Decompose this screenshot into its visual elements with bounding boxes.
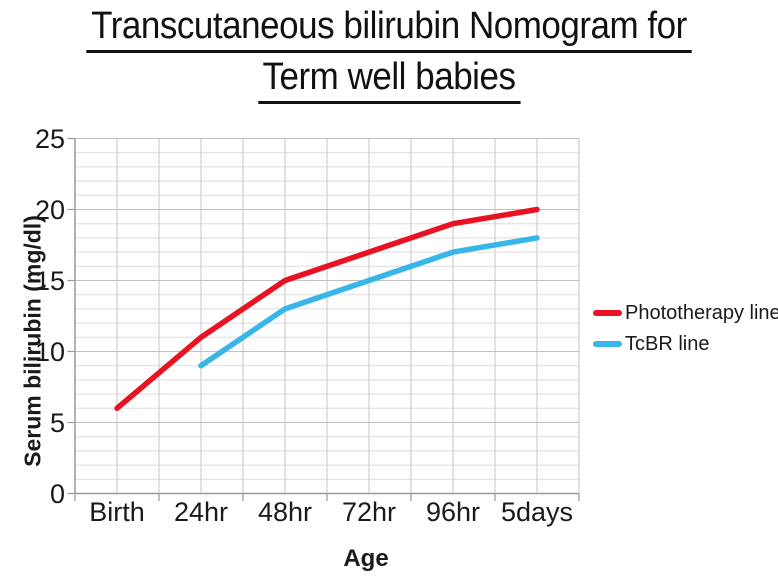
x-tick-label: 24hr [174,497,228,527]
y-tick-label: 5 [50,408,65,438]
y-tick-label: 25 [35,124,65,154]
phototherapy-line-swatch [593,310,622,316]
chart-title: Transcutaneous bilirubin Nomogram for Te… [31,5,747,104]
x-tick-label: 96hr [426,497,480,527]
y-axis-title: Serum bilirubin (mg/dl) [19,215,46,467]
x-tick-label: 48hr [258,497,312,527]
y-tick-label: 15 [35,266,65,296]
x-tick-label: Birth [89,497,145,527]
chart-title-line-1: Transcutaneous bilirubin Nomogram for [86,5,692,53]
y-tick-label: 0 [50,479,65,509]
tcbr-line-swatch [593,341,622,347]
legend-label-tcbr: TcBR line [625,332,710,355]
legend-label-phototherapy: Phototherapy line [625,301,778,324]
x-tick-label: 5days [501,497,573,527]
y-tick-label: 10 [35,337,65,367]
x-axis-title: Age [343,545,389,572]
legend: Phototherapy line TcBR line [593,301,778,356]
legend-item-tcbr: TcBR line [593,332,778,356]
series-line-tcbr-line [198,235,540,369]
chart-title-line-2: Term well babies [257,56,521,104]
chart-title-text-1: Transcutaneous bilirubin Nomogram for [86,5,692,53]
y-tick-label: 20 [35,195,65,225]
series-line-phototherapy-line [114,206,540,412]
chart-title-text-2: Term well babies [257,56,521,104]
legend-item-phototherapy: Phototherapy line [593,301,778,325]
x-tick-label: 72hr [342,497,396,527]
